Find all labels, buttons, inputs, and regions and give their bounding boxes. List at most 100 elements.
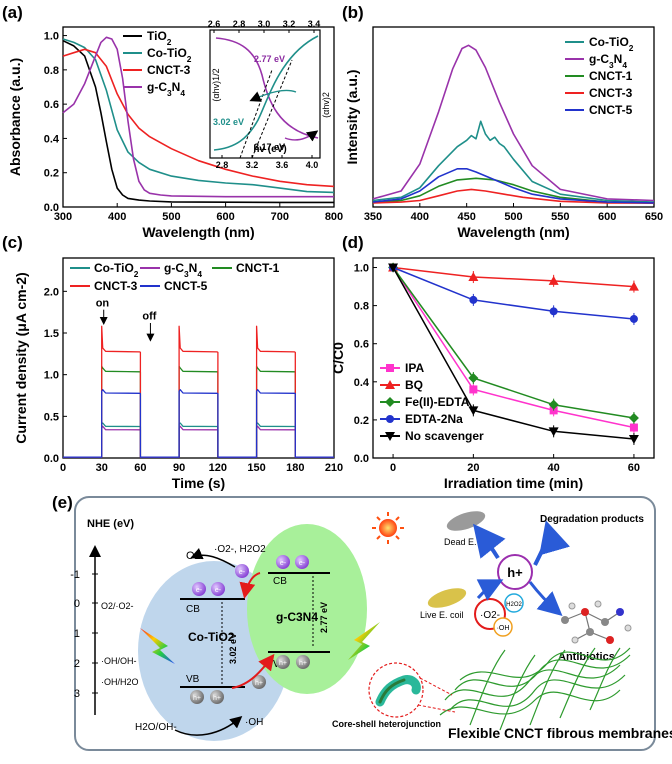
inset-arrow	[249, 89, 297, 102]
legend-marker	[385, 397, 395, 407]
sun-icon	[372, 512, 404, 544]
label-part: Co-TiO	[147, 46, 187, 60]
legend-label: BQ	[405, 378, 423, 392]
x-tick-label: 0	[390, 462, 396, 474]
label-part: 3	[609, 60, 614, 70]
antibiotic-molecule-icon	[561, 600, 632, 644]
level-oh-h2o: ·OH/H2O	[101, 677, 139, 687]
x-tick-label: 180	[286, 462, 304, 474]
gcn-label: g-C3N4	[276, 610, 318, 624]
h2o-oh-text: H2O/OH-	[135, 722, 177, 733]
data-point	[468, 373, 479, 383]
o2-products: ·O2-, H2O2	[214, 544, 266, 555]
label-part: g-C	[147, 80, 167, 94]
legend-label: g-C3N4	[589, 52, 627, 70]
off-annotation: off	[142, 311, 156, 323]
label-part: 2	[187, 54, 192, 64]
label-part: CNCT-1	[589, 69, 633, 83]
inset-top-tick-label: 3.0	[258, 19, 271, 29]
y-axis-label: C/C0	[330, 342, 346, 374]
legend-label: Fe(II)-EDTA	[405, 395, 470, 409]
y-tick-label: 2.0	[44, 286, 59, 298]
data-point	[469, 295, 478, 304]
hole-transfer-arrow	[231, 653, 275, 689]
label-part: 4	[180, 88, 185, 98]
series-line-CNCT-3	[63, 325, 334, 458]
y-tick-label: 0.6	[354, 339, 369, 351]
zoom-circle	[368, 662, 424, 718]
nhe-tick: 2	[74, 658, 80, 670]
legend-marker	[386, 415, 394, 423]
electron-label: e-	[239, 569, 246, 576]
y-axis-label: Intensity (a.u.)	[344, 70, 360, 165]
x-tick-label: 550	[551, 211, 569, 223]
y-tick-label: 0.2	[354, 415, 369, 427]
label-part: N	[614, 52, 623, 66]
data-point	[628, 434, 639, 444]
plot-frame	[62, 26, 335, 208]
series-line-CNCT-1	[372, 177, 655, 204]
inset-x-tick-label: 3.6	[276, 160, 289, 170]
h2o2-label: H2O2	[506, 602, 522, 608]
co-vb-label: VB	[186, 674, 200, 685]
panel-c: (c) 0 30 60 90 120 150 180 210 0.0 0.5 1.0 1.5 2.0 Ti…	[2, 233, 343, 491]
x-tick-label: 600	[598, 211, 616, 223]
x-tick-label: 60	[134, 462, 146, 474]
plot-frame	[372, 257, 655, 459]
x-tick-label: 40	[548, 462, 560, 474]
data-point	[549, 307, 558, 316]
panel-e: (e) NHE (eV) -1 0 1 2 3 O2/·O2- ·OH/OH- …	[52, 493, 672, 751]
inset-tangent	[239, 69, 273, 159]
inset-top-tick-label: 3.2	[283, 19, 296, 29]
hole-icon	[296, 655, 310, 669]
x-tick-label: 300	[54, 211, 72, 223]
hole-icon	[252, 675, 266, 689]
data-point	[388, 263, 399, 273]
inset-frame	[209, 29, 321, 159]
legend-label: CNCT-1	[589, 69, 633, 83]
panel-label-d: (d)	[342, 233, 364, 252]
label-part: N	[189, 261, 198, 275]
label-part: 4	[197, 269, 202, 279]
plot-frame	[372, 26, 655, 208]
legend-marker	[385, 380, 395, 389]
label-part: N	[172, 80, 181, 94]
y-tick-label: 0.8	[354, 301, 369, 313]
electron-label: e-	[299, 560, 306, 567]
inset-y-left-label: (αhv)1/2	[211, 68, 221, 101]
inset-x-tick-label: 4.0	[306, 160, 319, 170]
legend-label: CNCT-3	[589, 86, 633, 100]
x-tick-label: 450	[457, 211, 475, 223]
series-line-CNCT-5	[372, 168, 655, 204]
attack-arrow	[476, 579, 504, 601]
panel-a: (a) 300 400 500 600 700 800 0.0 0.2 0.4 0.6 0.8 1.0…	[2, 3, 343, 240]
x-axis-label: Wavelength (nm)	[142, 224, 254, 240]
x-axis-label: Time (s)	[172, 475, 225, 491]
y-axis-label: Absorbance (a.u.)	[7, 58, 23, 176]
nhe-tick: 0	[74, 598, 80, 610]
y-tick-label: 0.2	[44, 168, 59, 180]
label-part: CNCT-5	[164, 279, 208, 293]
zoom-line	[419, 677, 453, 696]
inset-y-right-label: (αhv)2	[321, 92, 331, 118]
panel-label-c: (c)	[2, 233, 23, 252]
photocurrent-plot: 0 30 60 90 120 150 180 210 0.0 0.5 1.0 1.5 2.0 Time (…	[13, 257, 343, 491]
legend-label: Co-TiO2	[94, 261, 139, 279]
legend-label: Co-TiO2	[147, 46, 192, 64]
gcn-gap-label: 2.77 eV	[319, 602, 329, 633]
on-annotation: on	[96, 297, 110, 309]
legend-label: CNCT-1	[236, 261, 280, 275]
legend-marker	[385, 432, 395, 441]
legend-label: g-C3N4	[147, 80, 185, 98]
inset-top-tick-label: 3.4	[308, 19, 321, 29]
series-line-g-C3N4	[372, 44, 655, 202]
y-tick-label: 1.0	[44, 370, 59, 382]
co-gap-label: 3.02 eV	[228, 633, 238, 664]
x-tick-label: 700	[271, 211, 289, 223]
hole-icon	[276, 655, 290, 669]
legend-label: No scavenger	[405, 429, 484, 443]
series-line-CNCT-3	[372, 188, 655, 204]
label-part: TiO	[147, 29, 167, 43]
panel-label-e: (e)	[52, 493, 73, 512]
x-tick-label: 0	[60, 462, 66, 474]
